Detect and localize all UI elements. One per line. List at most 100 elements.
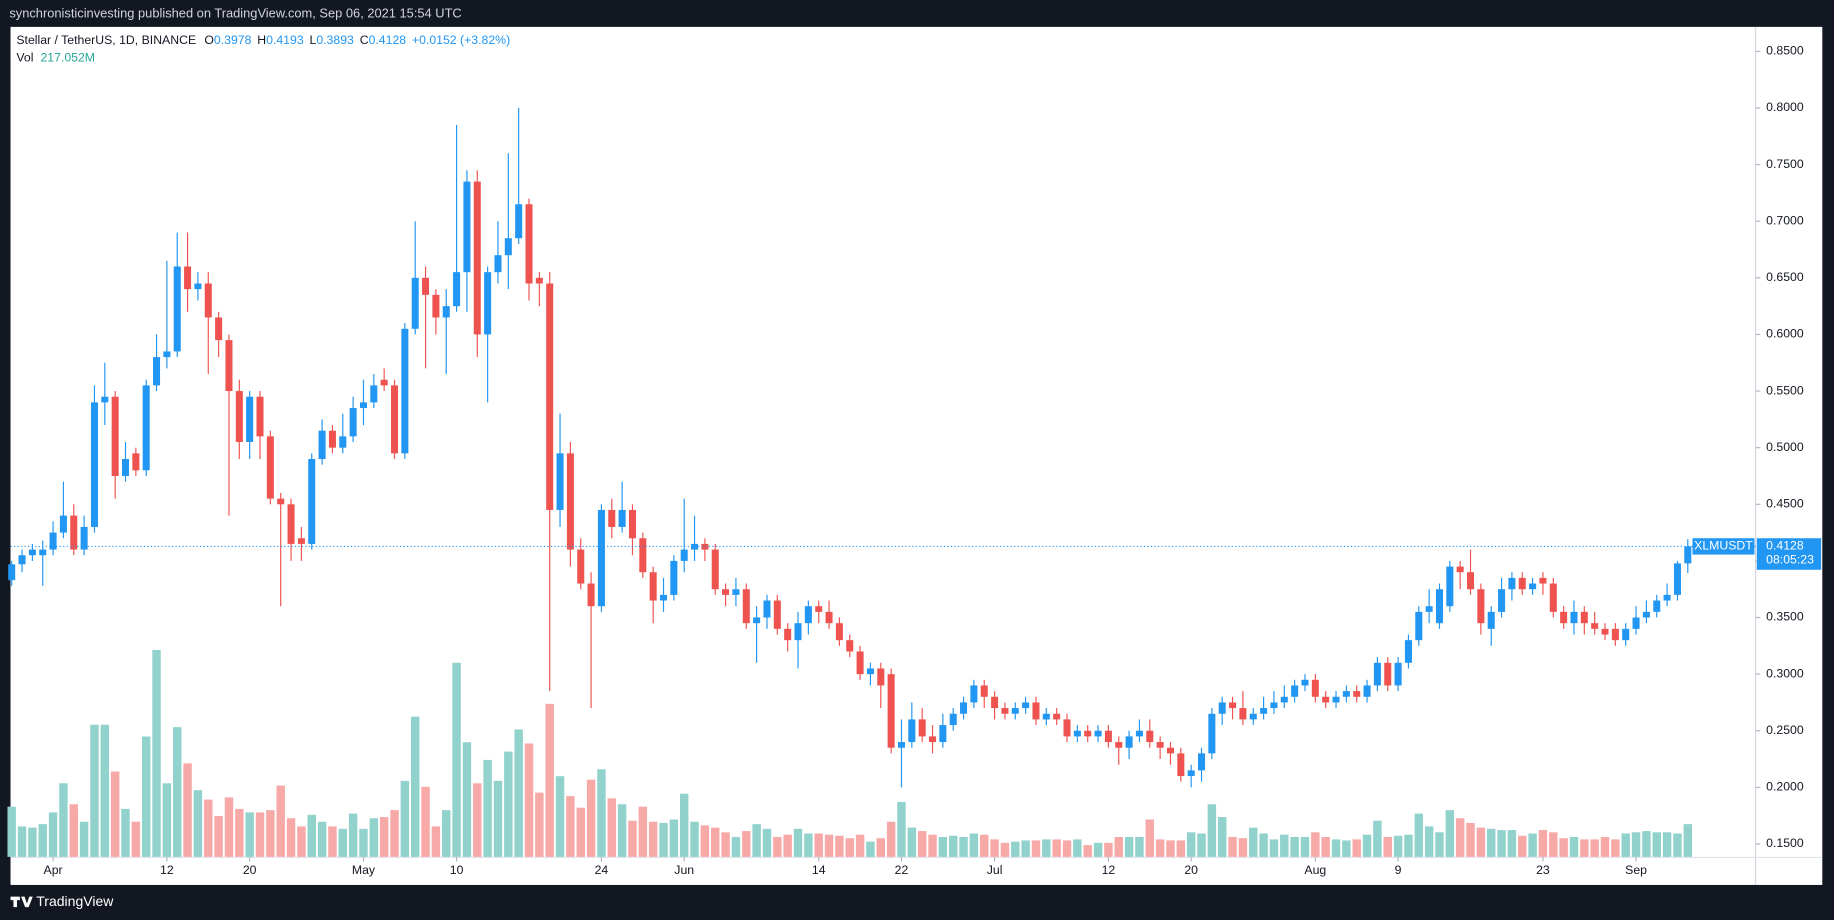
- candle-body: [711, 549, 719, 590]
- candle-body: [1311, 679, 1319, 697]
- volume-bar: [307, 814, 316, 857]
- volume-bar: [1011, 841, 1020, 857]
- candle-body: [1663, 594, 1671, 601]
- volume-bar: [1166, 840, 1175, 857]
- volume-bar: [379, 817, 389, 857]
- candle-body: [1322, 696, 1330, 703]
- volume-bar: [1228, 836, 1237, 857]
- volume-bar: [917, 831, 927, 857]
- volume-bar: [421, 786, 430, 857]
- candle-body: [949, 713, 957, 726]
- volume-bar: [255, 812, 265, 857]
- y-tick-label: 0.5500: [1766, 383, 1804, 397]
- candle-body: [287, 504, 295, 544]
- candle-body: [225, 340, 233, 392]
- y-tick-label: 0.6500: [1766, 270, 1804, 284]
- volume-bar: [700, 825, 710, 857]
- candle-body: [370, 385, 378, 403]
- volume-bar: [679, 793, 689, 857]
- volume-bar: [286, 818, 296, 857]
- volume-bar: [1269, 839, 1279, 857]
- candle-body: [887, 674, 895, 748]
- candle-body: [1063, 719, 1071, 737]
- candle-body: [463, 181, 471, 273]
- volume-bar: [866, 841, 875, 857]
- volume-bar: [100, 724, 110, 857]
- volume-bar: [1373, 820, 1382, 857]
- volume-bars: [7, 649, 1693, 857]
- volume-bar: [607, 798, 617, 857]
- candle-body: [121, 458, 130, 476]
- volume-bar: [400, 780, 410, 857]
- volume-bar: [1259, 833, 1268, 857]
- y-tick-label: 0.1500: [1766, 836, 1804, 850]
- candle-body: [1446, 566, 1454, 607]
- candle-body: [1260, 708, 1268, 714]
- volume-bar: [845, 838, 854, 857]
- candle-body: [49, 532, 57, 550]
- volume-bar: [328, 826, 337, 857]
- volume-bar: [79, 821, 89, 857]
- candle-body: [297, 538, 305, 544]
- volume-bar: [938, 836, 948, 857]
- x-tick-label: Jul: [987, 863, 1003, 877]
- candle-body: [184, 266, 192, 290]
- candle-body: [691, 543, 699, 550]
- legend-value: 0.3893: [316, 33, 354, 47]
- candle-body: [1301, 679, 1309, 686]
- footer-brand: TradingView: [36, 893, 114, 909]
- candle-body: [1591, 623, 1599, 629]
- candles: [8, 107, 1692, 788]
- symbol-tag: [1692, 538, 1755, 555]
- volume-bar: [1352, 839, 1361, 857]
- legend-change: +0.0152 (+3.82%): [412, 33, 510, 47]
- volume-bar: [1631, 832, 1641, 857]
- candle-body: [1115, 742, 1123, 748]
- candle-body: [659, 594, 668, 601]
- candle-body: [453, 272, 461, 307]
- volume-bar: [1414, 813, 1424, 857]
- y-tick-label: 0.7500: [1766, 157, 1804, 171]
- candle-body: [680, 549, 688, 561]
- candle-body: [380, 379, 388, 386]
- candle-body: [1549, 583, 1557, 612]
- candle-body: [784, 628, 792, 641]
- volume-bar: [1507, 830, 1517, 857]
- volume-bar: [162, 783, 172, 857]
- candle-body: [1166, 747, 1174, 754]
- candle-body: [577, 549, 585, 584]
- volume-bar: [493, 780, 503, 857]
- x-tick-label: 10: [450, 863, 464, 877]
- candle-body: [1280, 696, 1288, 703]
- x-tick-label: 24: [595, 863, 609, 877]
- volume-bar: [555, 776, 565, 857]
- volume-bar: [348, 813, 358, 857]
- volume-bar: [369, 818, 379, 857]
- candle-body: [1477, 589, 1485, 624]
- volume-bar: [1145, 819, 1155, 857]
- volume-bar: [90, 724, 99, 857]
- candle-body: [1332, 696, 1340, 703]
- ohlc-legend: Stellar / TetherUS, 1D, BINANCE O0.3978 H0…: [16, 33, 510, 47]
- volume-bar: [669, 819, 679, 857]
- candle-body: [1653, 600, 1661, 612]
- volume-bar: [980, 834, 989, 857]
- candle-body: [597, 509, 605, 607]
- volume-bar: [1393, 835, 1403, 857]
- volume-bar: [1083, 845, 1092, 857]
- volume-bar: [224, 797, 234, 857]
- price-tag: [1756, 538, 1822, 570]
- candle-body: [318, 430, 326, 459]
- candle-body: [1580, 611, 1588, 624]
- volume-bar: [59, 783, 68, 857]
- candle-body: [1125, 736, 1133, 748]
- volume-bar: [1238, 838, 1248, 857]
- volume-bar: [1207, 804, 1217, 857]
- candle-body: [1518, 577, 1526, 590]
- candle-body: [991, 696, 999, 709]
- candle-body: [246, 396, 254, 443]
- candle-body: [1363, 685, 1371, 697]
- volume-bar: [1042, 839, 1051, 857]
- volume-bar: [1466, 822, 1475, 857]
- candle-body: [1011, 708, 1019, 714]
